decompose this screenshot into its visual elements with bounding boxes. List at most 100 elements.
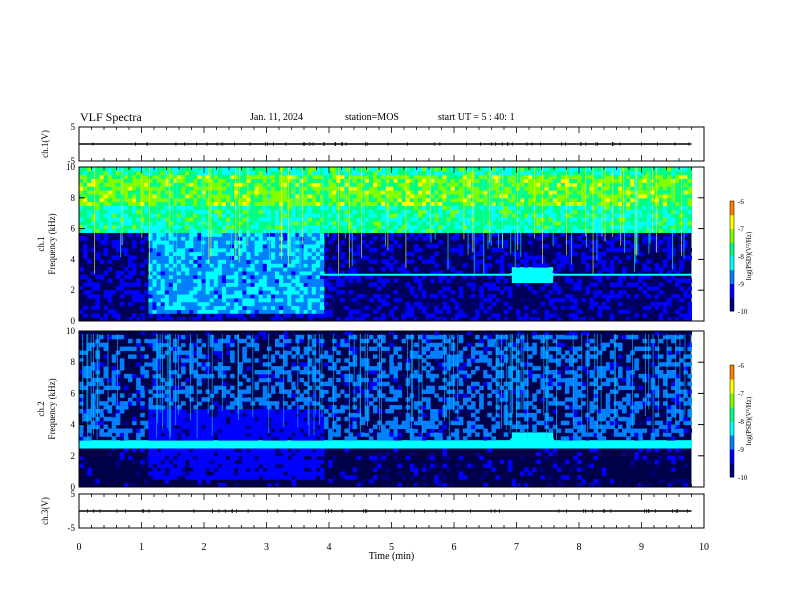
heatmap-cell [311, 301, 317, 307]
heatmap-cell [201, 274, 207, 280]
heatmap-cell [409, 190, 415, 195]
ch1-spectrogram-tick-label: 6 [71, 224, 76, 234]
heatmap-cell [148, 167, 153, 172]
heatmap-cell [458, 278, 464, 283]
heatmap-cell [213, 301, 219, 307]
heatmap-cell [172, 309, 178, 314]
heatmap-cell [295, 205, 300, 210]
heatmap-cell [319, 263, 325, 268]
heatmap-cell [332, 297, 337, 303]
heatmap-cell [662, 193, 668, 199]
heatmap-cell [95, 167, 100, 172]
heatmap-cell [401, 213, 407, 218]
heatmap-cell [548, 213, 554, 218]
heatmap-cell [491, 217, 496, 222]
heatmap-cell [573, 167, 578, 172]
heatmap-cell [401, 232, 407, 237]
heatmap-cell [221, 294, 227, 299]
heatmap-cell [168, 255, 174, 260]
heatmap-cell [405, 186, 411, 191]
heatmap-cell [381, 297, 386, 303]
heatmap-cell [389, 267, 394, 272]
heatmap-cell [213, 205, 219, 210]
heatmap-cell [471, 240, 476, 245]
heatmap-cell [466, 224, 472, 230]
heatmap-cell [197, 186, 202, 191]
heatmap-cell [667, 228, 672, 233]
heatmap-cell [589, 247, 594, 253]
heatmap-cell [287, 251, 292, 257]
heatmap-cell [209, 209, 215, 214]
heatmap-cell [340, 228, 345, 233]
heatmap-cell [303, 178, 309, 183]
heatmap-cell [181, 213, 186, 218]
heatmap-cell [148, 178, 153, 183]
heatmap-cell [197, 224, 202, 230]
heatmap-cell [352, 190, 358, 195]
heatmap-cell [185, 247, 190, 253]
heatmap-cell [462, 313, 468, 318]
heatmap-cell [483, 182, 488, 187]
heatmap-cell [348, 197, 354, 203]
heatmap-cell [315, 174, 321, 180]
heatmap-cell [303, 282, 309, 287]
heatmap-cell [585, 217, 590, 222]
heatmap-cell [123, 209, 129, 214]
heatmap-cell [168, 170, 174, 176]
heatmap-cell [238, 193, 243, 199]
heatmap-cell [279, 297, 284, 303]
heatmap-cell [601, 193, 607, 199]
heatmap-cell [217, 286, 223, 291]
heatmap-cell [601, 220, 607, 226]
heatmap-cell [479, 170, 484, 176]
heatmap-cell [205, 193, 211, 199]
heatmap-cell [295, 232, 300, 237]
heatmap-cell [393, 193, 398, 199]
heatmap-cell [230, 309, 235, 314]
heatmap-cell [503, 186, 509, 191]
heatmap-cell [626, 174, 631, 180]
heatmap-cell [87, 182, 92, 187]
heatmap-cell [303, 167, 309, 172]
heatmap-cell [185, 201, 190, 206]
heatmap-cell [381, 201, 386, 206]
heatmap-cell [438, 167, 443, 172]
heatmap-cell [270, 182, 276, 187]
heatmap-cell [107, 297, 113, 303]
heatmap-cell [160, 278, 166, 283]
heatmap-cell [613, 213, 619, 218]
heatmap-cell [458, 286, 464, 291]
heatmap-cell [495, 228, 501, 233]
heatmap-cell [283, 240, 288, 245]
heatmap-cell [360, 174, 366, 180]
heatmap-cell [270, 240, 276, 245]
heatmap-cell [581, 182, 586, 187]
heatmap-cell [156, 263, 162, 268]
heatmap-cell [446, 305, 452, 310]
heatmap-cell [373, 255, 378, 260]
heatmap-cell [123, 182, 129, 187]
heatmap-cell [299, 186, 305, 191]
heatmap-cell [593, 220, 599, 226]
heatmap-cell [275, 167, 280, 172]
heatmap-cell [319, 282, 325, 287]
heatmap-cell [430, 224, 435, 230]
heatmap-cell [356, 190, 362, 195]
heatmap-cell [438, 294, 443, 299]
heatmap-cell [148, 190, 153, 195]
heatmap-cell [164, 247, 170, 253]
heatmap-cell [585, 201, 590, 206]
heatmap-cell [291, 205, 296, 210]
heatmap-cell [307, 270, 313, 276]
heatmap-cell [250, 263, 256, 268]
heatmap-cell [226, 290, 231, 295]
heatmap-cell [430, 201, 435, 206]
heatmap-cell [642, 186, 648, 191]
heatmap-cell [360, 294, 366, 299]
heatmap-cell [393, 167, 398, 172]
heatmap-cell [356, 205, 362, 210]
heatmap-cell [238, 247, 243, 253]
heatmap-cell [291, 267, 296, 272]
heatmap-cell [413, 186, 419, 191]
